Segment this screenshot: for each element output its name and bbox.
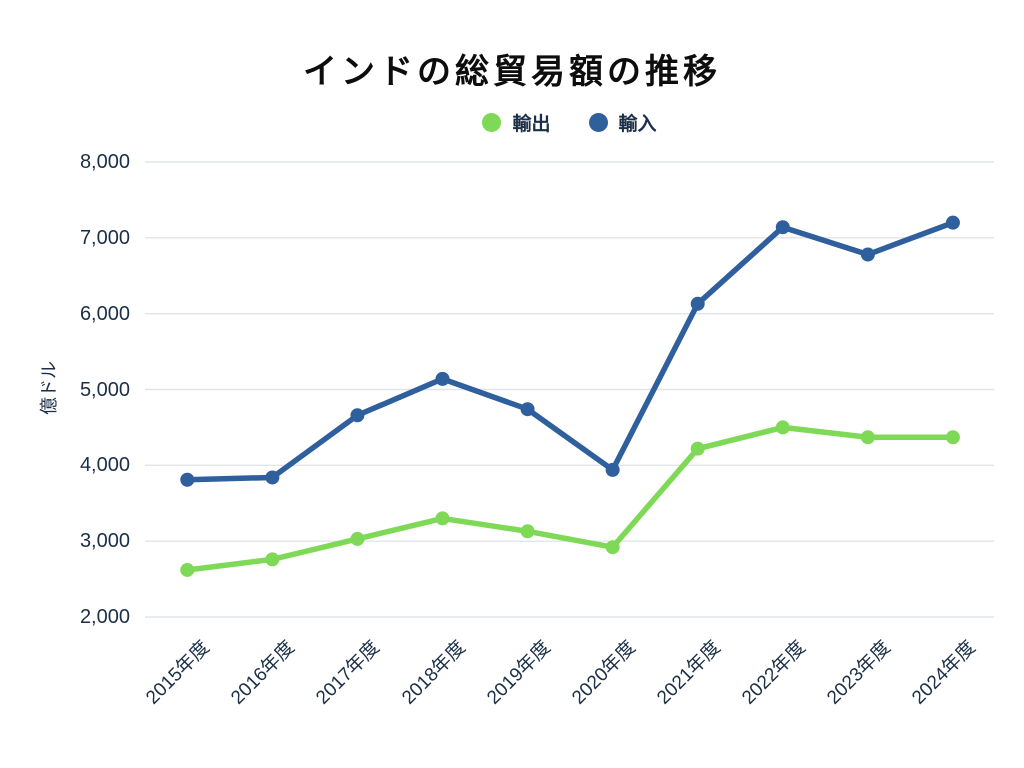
- y-tick-label: 5,000: [79, 378, 130, 401]
- imports-point: [690, 296, 705, 311]
- exports-point: [265, 552, 280, 567]
- y-tick-label: 2,000: [79, 606, 130, 628]
- legend-dot-imports: [588, 112, 608, 132]
- exports-point: [605, 540, 620, 555]
- legend-dot-exports: [482, 112, 502, 132]
- y-tick-label: 3,000: [79, 530, 130, 553]
- legend-item-imports: 輸入: [588, 109, 657, 136]
- exports-point: [945, 430, 960, 445]
- exports-point: [350, 531, 365, 546]
- imports-point: [180, 472, 195, 487]
- legend-label-imports: 輸入: [618, 113, 657, 135]
- y-tick-label: 6,000: [79, 302, 130, 325]
- chart-title: インドの総貿易額の推移: [303, 53, 721, 91]
- imports-point: [860, 247, 875, 262]
- exports-point: [435, 511, 450, 526]
- y-tick-label: 4,000: [79, 454, 130, 477]
- imports-point: [520, 402, 535, 417]
- legend: 輸出 輸入: [145, 106, 994, 138]
- imports-point: [775, 220, 790, 235]
- legend-label-exports: 輸出: [512, 113, 551, 135]
- y-tick-label: 8,000: [79, 151, 130, 173]
- imports-point: [435, 371, 450, 386]
- exports-point: [690, 441, 705, 456]
- exports-point: [775, 420, 790, 435]
- imports-point: [945, 215, 960, 230]
- imports-point: [605, 462, 620, 477]
- exports-point: [180, 562, 195, 577]
- exports-point: [520, 524, 535, 539]
- imports-point: [350, 408, 365, 423]
- exports-point: [860, 430, 875, 445]
- imports-point: [265, 470, 280, 485]
- y-tick-label: 7,000: [79, 226, 130, 249]
- imports-line: [184, 219, 956, 483]
- exports-line: [184, 424, 956, 573]
- legend-item-exports: 輸出: [482, 109, 551, 136]
